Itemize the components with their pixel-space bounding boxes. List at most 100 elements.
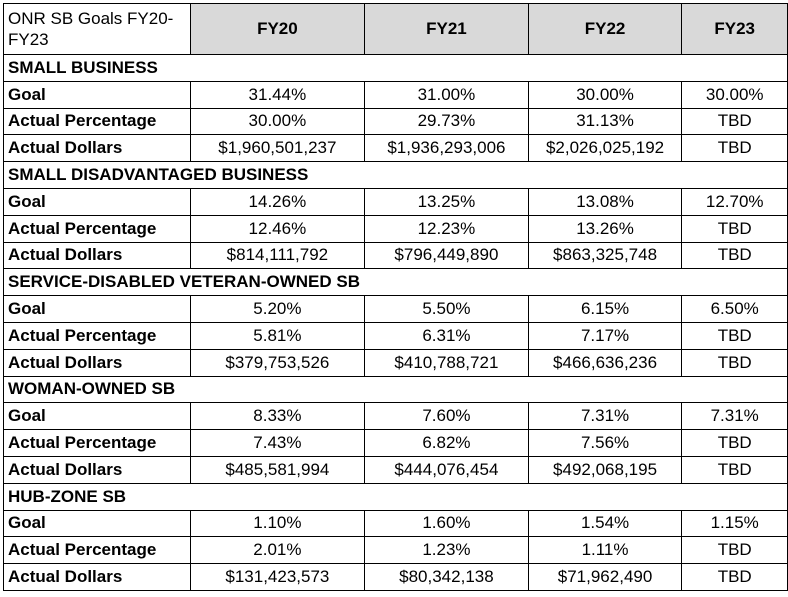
table-cell: $131,423,573	[189, 563, 366, 591]
table-cell: 30.00%	[189, 107, 366, 136]
table-cell: 1.60%	[364, 509, 529, 538]
row-label: Actual Percentage	[3, 214, 191, 243]
table-row: Actual Dollars $485,581,994 $444,076,454 $4…	[3, 455, 788, 484]
table-cell: $863,325,748	[527, 241, 683, 270]
table-cell: TBD	[681, 455, 788, 484]
table-cell: TBD	[681, 214, 788, 243]
table-cell: $814,111,792	[189, 241, 366, 270]
row-label: Actual Dollars	[3, 455, 191, 484]
year-header-fy21: FY21	[364, 3, 529, 55]
table-cell: 12.70%	[681, 187, 788, 216]
table-cell: TBD	[681, 536, 788, 565]
table-cell: 7.43%	[189, 429, 366, 457]
section-row: WOMAN-OWNED SB	[3, 375, 788, 404]
section-row: HUB-ZONE SB	[3, 482, 788, 511]
row-label: Actual Percentage	[3, 107, 191, 136]
row-label: Actual Dollars	[3, 563, 191, 591]
table-cell: $71,962,490	[527, 563, 683, 591]
table-title: ONR SB Goals FY20-FY23	[3, 3, 191, 55]
table-cell: 6.15%	[527, 295, 683, 323]
table-cell: 2.01%	[189, 536, 366, 565]
table-cell: 12.23%	[364, 214, 529, 243]
table-row: Actual Dollars $814,111,792 $796,449,890 $8…	[3, 241, 788, 270]
table-row: Actual Percentage 7.43% 6.82% 7.56% TBD	[3, 429, 788, 457]
table-cell: 7.31%	[527, 402, 683, 431]
table-cell: $410,788,721	[364, 348, 529, 377]
table-cell: $444,076,454	[364, 455, 529, 484]
table-cell: 5.50%	[364, 295, 529, 323]
table-cell: 13.25%	[364, 187, 529, 216]
row-label: Goal	[3, 187, 191, 216]
section-title: HUB-ZONE SB	[3, 482, 788, 511]
table-cell: 31.13%	[527, 107, 683, 136]
table-cell: 5.20%	[189, 295, 366, 323]
table-row: Goal 1.10% 1.60% 1.54% 1.15%	[3, 509, 788, 538]
row-label: Actual Percentage	[3, 321, 191, 350]
table-cell: 7.31%	[681, 402, 788, 431]
table-cell: 8.33%	[189, 402, 366, 431]
table-cell: $485,581,994	[189, 455, 366, 484]
table-cell: 13.08%	[527, 187, 683, 216]
table-cell: TBD	[681, 107, 788, 136]
table-cell: 7.17%	[527, 321, 683, 350]
table-cell: 6.50%	[681, 295, 788, 323]
row-label: Goal	[3, 509, 191, 538]
table-cell: $1,936,293,006	[364, 134, 529, 163]
table-cell: TBD	[681, 563, 788, 591]
table-cell: 14.26%	[189, 187, 366, 216]
table-cell: $80,342,138	[364, 563, 529, 591]
table-cell: 1.54%	[527, 509, 683, 538]
table-cell: $492,068,195	[527, 455, 683, 484]
table-cell: $796,449,890	[364, 241, 529, 270]
table-cell: 13.26%	[527, 214, 683, 243]
row-label: Actual Percentage	[3, 536, 191, 565]
table-cell: 5.81%	[189, 321, 366, 350]
table-cell: 1.23%	[364, 536, 529, 565]
table-cell: 30.00%	[527, 80, 683, 109]
row-label: Actual Dollars	[3, 348, 191, 377]
table-cell: $466,636,236	[527, 348, 683, 377]
table-cell: TBD	[681, 134, 788, 163]
table-row: Actual Percentage 30.00% 29.73% 31.13% TBD	[3, 107, 788, 136]
table-cell: 31.00%	[364, 80, 529, 109]
row-label: Actual Percentage	[3, 429, 191, 457]
section-row: SERVICE-DISABLED VETERAN-OWNED SB	[3, 268, 788, 297]
table-cell: 6.82%	[364, 429, 529, 457]
section-title: WOMAN-OWNED SB	[3, 375, 788, 404]
table-cell: 31.44%	[189, 80, 366, 109]
section-title: SERVICE-DISABLED VETERAN-OWNED SB	[3, 268, 788, 297]
table-row: Goal 14.26% 13.25% 13.08% 12.70%	[3, 187, 788, 216]
table-row: Goal 5.20% 5.50% 6.15% 6.50%	[3, 295, 788, 323]
sb-goals-table: ONR SB Goals FY20-FY23 FY20 FY21 FY22 FY…	[3, 3, 788, 591]
header-row: ONR SB Goals FY20-FY23 FY20 FY21 FY22 FY…	[3, 3, 788, 55]
table-cell: $2,026,025,192	[527, 134, 683, 163]
table-cell: TBD	[681, 321, 788, 350]
row-label: Goal	[3, 80, 191, 109]
table-cell: TBD	[681, 241, 788, 270]
year-header-fy22: FY22	[527, 3, 683, 55]
row-label: Actual Dollars	[3, 241, 191, 270]
year-header-fy20: FY20	[189, 3, 366, 55]
row-label: Actual Dollars	[3, 134, 191, 163]
row-label: Goal	[3, 295, 191, 323]
table-cell: 12.46%	[189, 214, 366, 243]
table-cell: TBD	[681, 348, 788, 377]
section-title: SMALL BUSINESS	[3, 54, 788, 82]
table-row: Actual Percentage 2.01% 1.23% 1.11% TBD	[3, 536, 788, 565]
table-cell: 30.00%	[681, 80, 788, 109]
table-row: Actual Dollars $131,423,573 $80,342,138 $71…	[3, 563, 788, 591]
table-row: Goal 31.44% 31.00% 30.00% 30.00%	[3, 80, 788, 109]
table-row: Goal 8.33% 7.60% 7.31% 7.31%	[3, 402, 788, 431]
section-row: SMALL DISADVANTAGED BUSINESS	[3, 161, 788, 189]
table-row: Actual Percentage 5.81% 6.31% 7.17% TBD	[3, 321, 788, 350]
table-cell: 7.56%	[527, 429, 683, 457]
table-cell: TBD	[681, 429, 788, 457]
table-cell: $379,753,526	[189, 348, 366, 377]
table-cell: 29.73%	[364, 107, 529, 136]
table-cell: 1.10%	[189, 509, 366, 538]
table-row: Actual Dollars $379,753,526 $410,788,721 $4…	[3, 348, 788, 377]
table-cell: 1.15%	[681, 509, 788, 538]
row-label: Goal	[3, 402, 191, 431]
table-row: Actual Dollars $1,960,501,237 $1,936,293,0…	[3, 134, 788, 163]
table-row: Actual Percentage 12.46% 12.23% 13.26% TBD	[3, 214, 788, 243]
